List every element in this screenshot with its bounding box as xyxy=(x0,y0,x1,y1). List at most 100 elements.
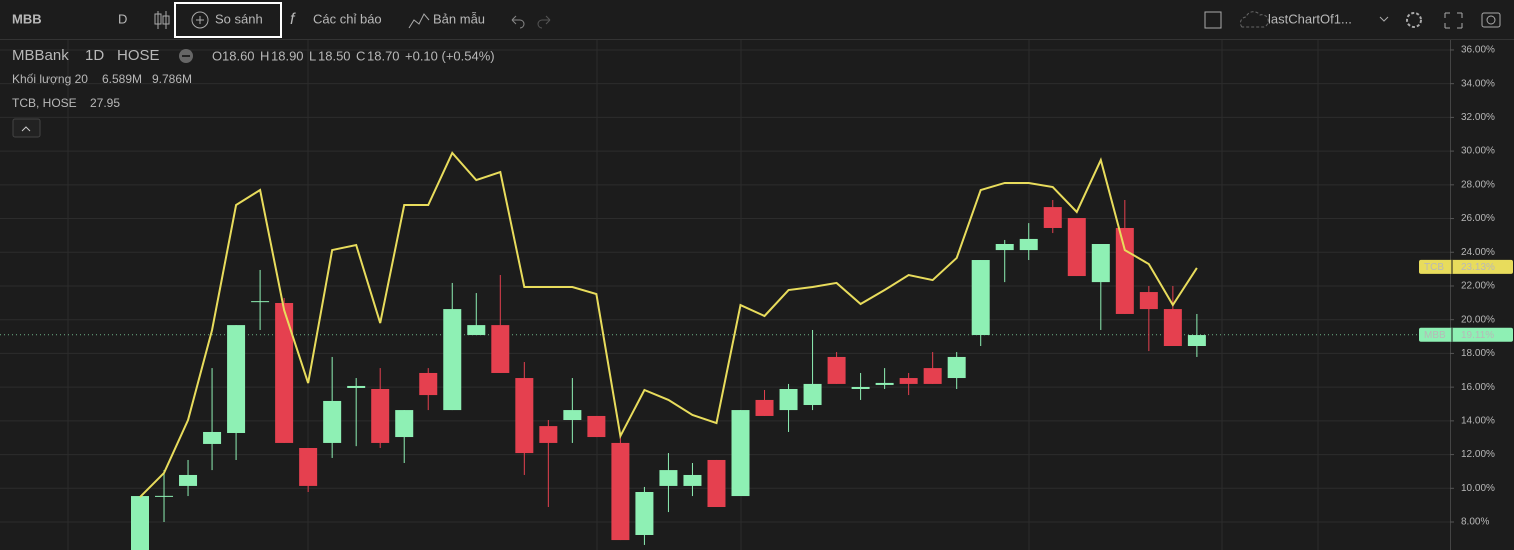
badge-value: 19.11% xyxy=(1461,330,1494,341)
dropdown[interactable] xyxy=(1379,16,1389,22)
candle-body xyxy=(299,448,318,486)
candle-body xyxy=(227,325,246,433)
candle-body xyxy=(803,383,822,406)
candle-body xyxy=(251,301,270,303)
candle-body xyxy=(131,496,149,550)
compare-button[interactable] xyxy=(174,2,282,38)
indicators-label[interactable]: Các chỉ báo xyxy=(313,11,382,26)
redo[interactable] xyxy=(537,15,551,29)
candle-body xyxy=(467,325,486,336)
candle-body xyxy=(851,386,870,389)
price-badge xyxy=(1419,259,1513,274)
y-tick-label: 20.00% xyxy=(1461,314,1495,325)
y-tick-label: 28.00% xyxy=(1461,179,1495,190)
candle-body xyxy=(779,388,798,411)
ohlc-label: L xyxy=(309,48,316,63)
compare-symbol: TCB, HOSE xyxy=(12,96,77,110)
candle-body xyxy=(659,470,678,486)
candle-body xyxy=(875,382,894,385)
candle-body xyxy=(1163,309,1182,346)
candle-body xyxy=(1043,207,1062,228)
compare-value: 27.95 xyxy=(90,96,120,110)
candle-body xyxy=(1019,238,1038,251)
legend-exchange: HOSE xyxy=(117,47,160,64)
interval[interactable]: D xyxy=(118,11,127,26)
plus-icon xyxy=(191,11,209,29)
candle-body xyxy=(995,244,1014,251)
candle-body xyxy=(923,368,942,384)
camera-lens xyxy=(1486,15,1496,25)
legend-interval: 1D xyxy=(85,47,104,64)
candle-body xyxy=(1139,292,1158,310)
candle-body xyxy=(275,303,294,443)
layout-name[interactable]: lastChartOf1... xyxy=(1268,11,1352,26)
plus-icon xyxy=(196,16,204,24)
plot xyxy=(131,151,1206,550)
candle-body xyxy=(443,309,462,411)
chart-type-icon[interactable] xyxy=(154,11,170,29)
price-badge xyxy=(1419,327,1513,342)
y-tick-label: 32.00% xyxy=(1461,112,1495,123)
candle-body xyxy=(971,260,990,336)
candle-body xyxy=(947,356,966,379)
candle-body xyxy=(395,410,414,438)
y-tick-label: 16.00% xyxy=(1461,382,1495,393)
volume-value: 6.589M xyxy=(102,72,142,86)
collapse-icon xyxy=(21,126,31,132)
expand[interactable] xyxy=(1444,12,1463,29)
compare-label[interactable]: So sánh xyxy=(215,11,263,26)
ohlc-value: 18.50 xyxy=(318,48,351,63)
y-tick-label: 18.00% xyxy=(1461,348,1495,359)
compare-line xyxy=(139,151,1198,498)
y-tick-label: 24.00% xyxy=(1461,247,1495,258)
candle-body xyxy=(611,442,630,541)
candle-body xyxy=(635,492,654,535)
y-tick-label: 22.00% xyxy=(1461,281,1495,292)
price-axis: 8.00% 10.00% 12.00% 14.00% 16.00% 18.00% 20.00… xyxy=(1419,40,1513,550)
volume-ma: 9.786M xyxy=(152,72,192,86)
y-tick-label: 36.00% xyxy=(1461,45,1495,56)
ohlc-change: +0.10 (+0.54%) xyxy=(405,48,495,63)
candle-body xyxy=(827,356,846,384)
volume-label: Khối lượng 20 xyxy=(12,72,88,86)
candle-body xyxy=(587,415,606,438)
candle-body xyxy=(347,385,366,388)
candle-body xyxy=(707,459,726,508)
candle-body xyxy=(155,495,174,497)
templates-label[interactable]: Bản mẫu xyxy=(433,11,485,26)
candle-body xyxy=(731,410,750,497)
legend-name: MBBank xyxy=(12,47,69,64)
candle-body xyxy=(755,399,774,416)
fx-icon: f xyxy=(290,11,296,28)
candle-body xyxy=(371,388,390,443)
cloud-icon xyxy=(1239,11,1269,28)
y-tick-label: 10.00% xyxy=(1461,483,1495,494)
ohlc-value: 18.60 xyxy=(222,48,255,63)
candle-body xyxy=(1115,227,1134,314)
candle-body xyxy=(1091,244,1110,283)
ohlc-label: C xyxy=(356,48,365,63)
ohlc-value: 18.90 xyxy=(271,48,304,63)
fullscreen-box[interactable] xyxy=(1204,11,1222,29)
camera[interactable] xyxy=(1481,12,1501,28)
candle-body xyxy=(515,378,534,454)
y-tick-label: 14.00% xyxy=(1461,415,1495,426)
candle-body xyxy=(419,372,438,396)
candle-body xyxy=(1067,218,1086,277)
template-icon xyxy=(408,13,430,29)
candle-body xyxy=(539,426,558,443)
candle-body xyxy=(683,474,702,486)
y-tick-label: 8.00% xyxy=(1461,517,1489,528)
toolbar xyxy=(0,0,1514,39)
undo[interactable] xyxy=(511,15,525,29)
candle-body xyxy=(323,400,342,443)
symbol[interactable]: MBB xyxy=(12,11,42,26)
badge-name: MBB xyxy=(1424,330,1446,341)
y-tick-label: 30.00% xyxy=(1461,146,1495,157)
candle-body xyxy=(1187,335,1206,346)
settings[interactable] xyxy=(1406,12,1422,28)
y-tick-label: 12.00% xyxy=(1461,449,1495,460)
